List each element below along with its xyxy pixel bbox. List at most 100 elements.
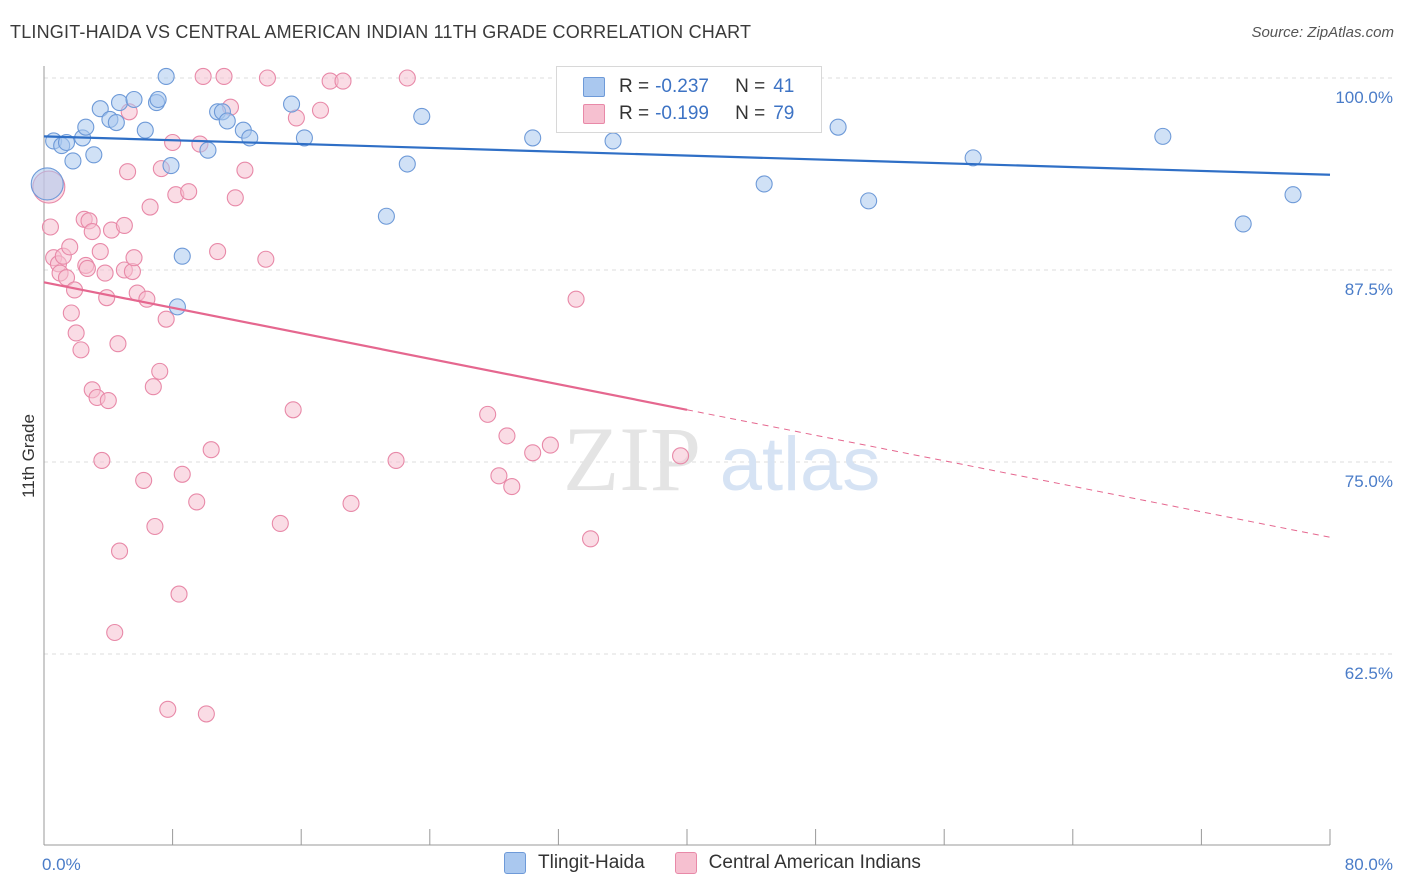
point-central-american-indians bbox=[342, 494, 360, 513]
point-tlingit-haida bbox=[1154, 127, 1172, 145]
r-value: -0.199 bbox=[655, 103, 709, 124]
point-central-american-indians bbox=[258, 69, 276, 87]
point-central-american-indians bbox=[284, 401, 302, 419]
stats-legend-row-blue: R = -0.237 N = 41 bbox=[583, 75, 794, 99]
point-central-american-indians bbox=[209, 243, 227, 261]
point-tlingit-haida bbox=[377, 207, 395, 225]
point-tlingit-haida bbox=[398, 155, 416, 173]
y-tick-label: 75.0% bbox=[1345, 472, 1393, 491]
point-central-american-indians bbox=[503, 478, 521, 496]
n-value: 79 bbox=[773, 103, 795, 124]
point-central-american-indians bbox=[106, 623, 124, 642]
point-central-american-indians bbox=[215, 67, 233, 86]
point-central-american-indians bbox=[99, 392, 117, 410]
point-tlingit-haida bbox=[964, 149, 982, 167]
point-tlingit-haida bbox=[157, 67, 175, 86]
point-central-american-indians bbox=[188, 493, 206, 511]
point-central-american-indians bbox=[93, 451, 111, 470]
data-points bbox=[30, 67, 1302, 723]
point-central-american-indians bbox=[41, 218, 59, 236]
point-central-american-indians bbox=[257, 250, 275, 268]
stats-legend: R = -0.237 N = 41 R = -0.199 N = 79 bbox=[556, 66, 822, 133]
point-central-american-indians bbox=[109, 335, 127, 353]
point-tlingit-haida bbox=[30, 167, 64, 201]
point-central-american-indians bbox=[115, 216, 133, 235]
point-tlingit-haida bbox=[111, 94, 129, 112]
legend-item-central-american-indians: Central American Indians bbox=[674, 852, 921, 874]
watermark-atlas: atlas bbox=[720, 422, 881, 507]
point-central-american-indians bbox=[72, 341, 90, 359]
point-central-american-indians bbox=[271, 514, 289, 532]
point-tlingit-haida bbox=[1284, 186, 1302, 204]
point-tlingit-haida bbox=[107, 113, 125, 132]
point-tlingit-haida bbox=[295, 129, 313, 147]
series-legend: Tlingit-Haida Central American Indians bbox=[504, 852, 951, 874]
point-tlingit-haida bbox=[85, 146, 103, 164]
point-central-american-indians bbox=[157, 310, 175, 328]
y-tick-label: 100.0% bbox=[1335, 88, 1393, 107]
point-central-american-indians bbox=[141, 198, 159, 216]
point-central-american-indians bbox=[67, 324, 85, 342]
point-central-american-indians bbox=[541, 436, 559, 454]
n-value: 41 bbox=[773, 76, 795, 97]
point-central-american-indians bbox=[144, 378, 162, 396]
point-central-american-indians bbox=[387, 451, 405, 470]
point-central-american-indians bbox=[567, 290, 585, 308]
point-central-american-indians bbox=[479, 405, 497, 423]
point-central-american-indians bbox=[173, 465, 191, 483]
point-central-american-indians bbox=[226, 189, 244, 207]
source-credit: Source: ZipAtlas.com bbox=[1251, 24, 1394, 41]
point-central-american-indians bbox=[202, 441, 220, 459]
point-tlingit-haida bbox=[57, 133, 76, 152]
point-tlingit-haida bbox=[199, 141, 217, 159]
point-central-american-indians bbox=[170, 585, 188, 603]
point-central-american-indians bbox=[61, 238, 79, 256]
point-central-american-indians bbox=[125, 249, 143, 267]
point-central-american-indians bbox=[180, 183, 198, 201]
point-tlingit-haida bbox=[125, 90, 143, 109]
point-central-american-indians bbox=[197, 705, 215, 723]
x-tick-label-max: 80.0% bbox=[1345, 855, 1393, 874]
n-label: N = bbox=[735, 76, 766, 97]
point-tlingit-haida bbox=[149, 90, 167, 109]
point-tlingit-haida bbox=[860, 192, 878, 210]
point-central-american-indians bbox=[62, 304, 80, 322]
y-axis-label: 11th Grade bbox=[19, 414, 38, 498]
point-tlingit-haida bbox=[283, 95, 301, 113]
x-tick-label-min: 0.0% bbox=[42, 855, 81, 874]
point-tlingit-haida bbox=[162, 157, 180, 175]
point-tlingit-haida bbox=[91, 100, 109, 118]
point-central-american-indians bbox=[490, 467, 508, 485]
legend-swatch-blue bbox=[504, 852, 526, 874]
point-central-american-indians bbox=[581, 530, 600, 548]
point-central-american-indians bbox=[135, 471, 153, 489]
point-tlingit-haida bbox=[77, 118, 95, 136]
point-central-american-indians bbox=[146, 517, 164, 536]
point-central-american-indians bbox=[83, 223, 101, 241]
point-tlingit-haida bbox=[173, 247, 191, 265]
blue-swatch bbox=[583, 77, 605, 97]
point-central-american-indians bbox=[151, 362, 169, 380]
stats-legend-row-pink: R = -0.199 N = 79 bbox=[583, 102, 794, 126]
r-value: -0.237 bbox=[655, 76, 709, 97]
point-central-american-indians bbox=[164, 133, 182, 152]
pink-swatch bbox=[583, 104, 605, 124]
trend-line-tlingit-haida bbox=[43, 135, 1331, 176]
point-tlingit-haida bbox=[524, 129, 542, 147]
r-label: R = bbox=[619, 103, 650, 124]
y-tick-label: 62.5% bbox=[1345, 664, 1393, 683]
legend-swatch-pink bbox=[674, 852, 697, 874]
legend-label: Central American Indians bbox=[708, 852, 921, 873]
point-central-american-indians bbox=[524, 444, 542, 462]
point-tlingit-haida bbox=[413, 107, 431, 125]
trend-line-central-american-indians bbox=[43, 281, 688, 411]
point-central-american-indians bbox=[311, 101, 330, 119]
trend-lines bbox=[43, 135, 1331, 538]
r-label: R = bbox=[619, 76, 650, 97]
n-label: N = bbox=[735, 103, 766, 124]
chart-title: TLINGIT-HAIDA VS CENTRAL AMERICAN INDIAN… bbox=[10, 22, 752, 42]
point-tlingit-haida bbox=[64, 152, 82, 170]
point-central-american-indians bbox=[96, 264, 114, 282]
point-central-american-indians bbox=[398, 69, 416, 87]
